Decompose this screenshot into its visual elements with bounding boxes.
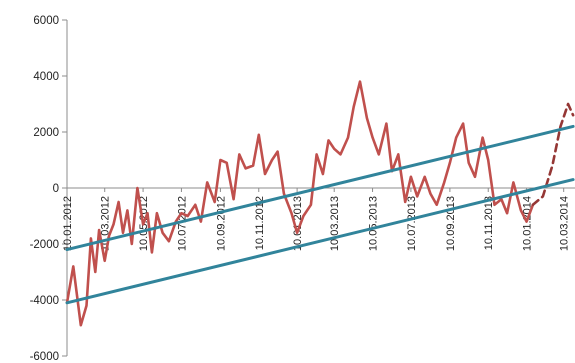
y-tick-label: 6000 [33,15,59,27]
x-axis: 10.01.2012 10.03.2012 10.05.2012 10.07.2012… [62,187,575,251]
x-tick-label: 10.01.2012 [62,196,74,251]
y-tick-label: -2000 [30,239,59,251]
x-tick-label: 10.09.2012 [215,196,227,251]
x-tick-label: 10.09.2013 [445,196,457,251]
series-line-channel-upper [65,124,575,252]
x-tick-label: 10.01.2013 [292,196,304,251]
x-tick-label: 10.11.2012 [254,196,266,250]
x-tick-label: 10.05.2013 [368,196,380,251]
series-layer [65,80,575,327]
x-tick-label: 10.07.2012 [176,196,188,251]
x-tick-label: 10.03.2013 [329,196,341,251]
y-tick-label: -4000 [30,295,59,307]
x-tick-label: 10.11.2013 [483,196,495,250]
series-line-channel-lower [65,178,575,305]
y-tick-label: 0 [53,183,59,195]
series-line-price [65,80,535,327]
x-tick-label: 10.03.2014 [559,196,571,251]
y-axis: -6000 -4000 -2000 0 2000 4000 6000 [30,15,68,363]
y-tick-label: 2000 [33,127,59,139]
x-tick-label: 10.07.2013 [406,196,418,251]
y-tick-label: 4000 [33,71,59,83]
series-line-forecast [531,102,575,207]
y-tick-label: -6000 [30,351,59,363]
